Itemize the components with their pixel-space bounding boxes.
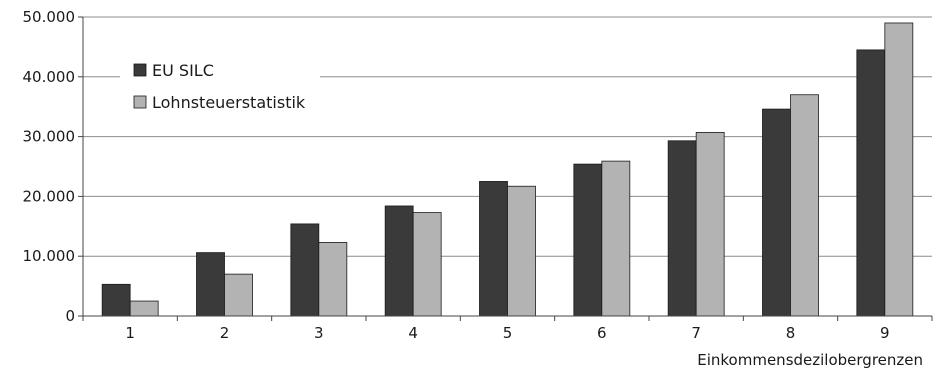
y-tick-label: 10.000 [23, 247, 76, 265]
y-axis-ticks: 0 10.000 20.000 30.000 40.000 50.000 [23, 8, 83, 325]
legend-label-eu-silc: EU SILC [152, 61, 214, 80]
bar-lohnsteuerstatistik-7 [695, 132, 725, 317]
legend-swatch-lohnsteuerstatistik [133, 95, 147, 109]
legend-swatch-eu-silc [133, 63, 147, 77]
bar-eu-silc-8 [762, 108, 791, 317]
bar-eu-silc-9 [856, 49, 886, 317]
x-tick-label: 4 [408, 324, 418, 342]
bar-lohnsteuerstatistik-5 [507, 185, 536, 317]
bar-lohnsteuerstatistik-3 [318, 242, 348, 317]
bar-eu-silc-5 [479, 181, 508, 317]
y-tick-label: 50.000 [23, 8, 76, 26]
bar-lohnsteuerstatistik-6 [601, 160, 631, 317]
x-tick-label: 1 [125, 324, 135, 342]
x-tick-label: 3 [314, 324, 324, 342]
bar-eu-silc-1 [101, 283, 131, 317]
bars [101, 22, 914, 317]
x-axis-ticks: 1 2 3 4 5 6 7 8 9 [82, 316, 933, 342]
bar-eu-silc-7 [667, 140, 697, 317]
x-tick-label: 2 [220, 324, 230, 342]
y-tick-label: 30.000 [23, 128, 76, 146]
x-tick-label: 7 [691, 324, 701, 342]
x-tick-label: 8 [786, 324, 796, 342]
legend-label-lohnsteuerstatistik: Lohnsteuerstatistik [152, 93, 306, 112]
bar-lohnsteuerstatistik-8 [790, 94, 819, 317]
x-tick-label: 6 [597, 324, 607, 342]
bar-lohnsteuerstatistik-2 [224, 273, 253, 317]
legend-background [120, 50, 320, 128]
bar-eu-silc-3 [290, 223, 320, 317]
y-tick-label: 0 [65, 307, 75, 325]
x-tick-label: 5 [503, 324, 513, 342]
bar-lohnsteuerstatistik-1 [129, 300, 159, 317]
axes [82, 17, 932, 317]
y-tick-label: 20.000 [23, 187, 76, 205]
y-tick-label: 40.000 [23, 68, 76, 86]
bar-eu-silc-4 [384, 205, 414, 317]
bar-eu-silc-2 [196, 252, 225, 317]
legend: EU SILC Lohnsteuerstatistik [120, 50, 320, 128]
bar-eu-silc-6 [573, 163, 603, 317]
bar-lohnsteuerstatistik-9 [884, 22, 914, 317]
bar-lohnsteuerstatistik-4 [412, 212, 442, 317]
x-tick-label: 9 [880, 324, 890, 342]
x-axis-title: Einkommensdezilobergrenzen [697, 351, 923, 369]
